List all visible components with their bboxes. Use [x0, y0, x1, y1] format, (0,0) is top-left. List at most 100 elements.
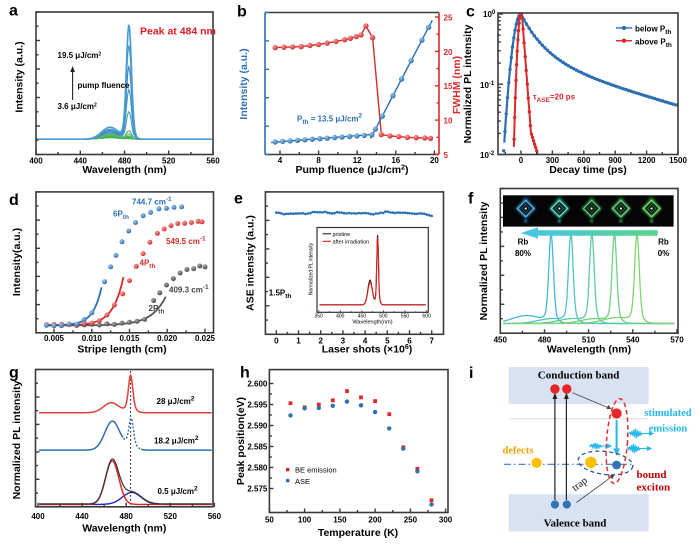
svg-text:i: i: [469, 365, 473, 382]
svg-text:600: 600: [422, 314, 431, 320]
svg-text:h: h: [240, 364, 250, 381]
svg-text:0.015: 0.015: [119, 334, 140, 343]
svg-text:Intensity (a.u.): Intensity (a.u.): [14, 41, 26, 112]
svg-text:28 μJ/cm2: 28 μJ/cm2: [157, 396, 195, 407]
svg-text:1.5Pth: 1.5Pth: [269, 289, 292, 301]
svg-text:6Pth: 6Pth: [113, 210, 129, 222]
svg-text:3.6 μJ/cm2: 3.6 μJ/cm2: [58, 102, 97, 111]
svg-text:480: 480: [538, 335, 552, 344]
svg-text:2: 2: [318, 337, 323, 346]
svg-text:0.020: 0.020: [157, 334, 178, 343]
svg-text:80%: 80%: [515, 249, 531, 258]
svg-text:defects: defects: [503, 446, 534, 457]
svg-text:12: 12: [353, 156, 362, 165]
svg-text:Decay time (ps): Decay time (ps): [549, 164, 627, 176]
svg-text:744.7 cm-1: 744.7 cm-1: [132, 196, 172, 207]
svg-text:a: a: [9, 3, 18, 20]
svg-text:Temperature (K): Temperature (K): [318, 527, 398, 539]
svg-text:7: 7: [429, 337, 434, 346]
svg-text:Wavelength(nm): Wavelength(nm): [352, 320, 392, 326]
svg-text:560: 560: [208, 512, 222, 521]
svg-text:e: e: [234, 191, 243, 208]
svg-text:stimulated: stimulated: [644, 408, 691, 419]
svg-text:550: 550: [401, 314, 410, 320]
svg-text:0.5 μJ/cm2: 0.5 μJ/cm2: [158, 486, 198, 497]
svg-text:900: 900: [609, 156, 623, 165]
svg-text:440: 440: [75, 512, 89, 521]
svg-text:16: 16: [391, 156, 400, 165]
svg-text:520: 520: [162, 157, 176, 166]
svg-text:FWHM (nm): FWHM (nm): [451, 56, 463, 114]
svg-text:560: 560: [206, 157, 220, 166]
svg-text:2.585: 2.585: [247, 442, 268, 451]
svg-text:250: 250: [404, 516, 418, 525]
svg-text:6: 6: [407, 337, 412, 346]
svg-text:f: f: [468, 191, 474, 208]
svg-text:8: 8: [316, 156, 321, 165]
svg-text:below Pth: below Pth: [635, 25, 671, 37]
svg-text:Peak position(eV): Peak position(eV): [235, 397, 247, 485]
svg-text:Rb: Rb: [658, 238, 669, 247]
svg-text:Pump fluence (μJ/cm2): Pump fluence (μJ/cm2): [295, 164, 408, 176]
svg-text:15: 15: [444, 82, 453, 91]
svg-text:5: 5: [385, 337, 390, 346]
svg-text:Intensity (a.u.): Intensity (a.u.): [238, 48, 250, 119]
svg-text:549.5 cm-1: 549.5 cm-1: [166, 236, 206, 247]
svg-text:0.005: 0.005: [44, 334, 65, 343]
svg-text:ASE intensity (a.u.): ASE intensity (a.u.): [245, 215, 257, 311]
svg-text:100: 100: [483, 10, 496, 19]
svg-text:Wavelength (nm): Wavelength (nm): [82, 523, 166, 535]
svg-text:150: 150: [333, 516, 347, 525]
svg-text:200: 200: [368, 516, 382, 525]
svg-text:18.2 μJ/cm2: 18.2 μJ/cm2: [154, 435, 199, 446]
svg-text:Normalized PL intensity: Normalized PL intensity: [11, 380, 23, 499]
svg-text:400: 400: [31, 512, 45, 521]
svg-text:4Pth: 4Pth: [140, 259, 156, 271]
svg-text:2Pth: 2Pth: [149, 304, 165, 316]
svg-text:2.575: 2.575: [247, 484, 268, 493]
svg-text:Laser shots (×106): Laser shots (×106): [322, 343, 413, 355]
svg-text:BE emission: BE emission: [295, 466, 337, 475]
svg-text:2.595: 2.595: [247, 400, 268, 409]
svg-text:600: 600: [577, 156, 591, 165]
svg-text:Stripe length (cm): Stripe length (cm): [77, 344, 166, 356]
svg-text:450: 450: [358, 314, 367, 320]
svg-text:300: 300: [546, 156, 560, 165]
svg-text:Conduction band: Conduction band: [538, 370, 620, 382]
svg-text:19.5 μJ/cm2: 19.5 μJ/cm2: [58, 51, 102, 60]
svg-text:2.580: 2.580: [247, 463, 268, 472]
svg-text:350: 350: [315, 314, 324, 320]
svg-text:Rb: Rb: [518, 238, 529, 247]
svg-text:100: 100: [298, 516, 312, 525]
svg-text:1200: 1200: [638, 156, 656, 165]
svg-text:520: 520: [164, 512, 178, 521]
svg-text:Wavelength (nm): Wavelength (nm): [547, 344, 631, 356]
svg-text:g: g: [9, 365, 19, 382]
svg-text:20: 20: [444, 48, 453, 57]
svg-text:400: 400: [336, 314, 345, 320]
svg-text:ASE: ASE: [295, 477, 310, 486]
svg-text:exciton: exciton: [637, 482, 671, 494]
svg-text:20: 20: [430, 156, 439, 165]
svg-text:τASE=20 ps: τASE=20 ps: [533, 93, 576, 105]
svg-text:300: 300: [439, 516, 453, 525]
svg-text:Peak at 484 nm: Peak at 484 nm: [140, 26, 216, 38]
svg-text:Normalized PL intensity: Normalized PL intensity: [309, 242, 315, 295]
svg-text:540: 540: [626, 335, 640, 344]
svg-text:emission: emission: [649, 424, 688, 435]
svg-text:570: 570: [670, 335, 684, 344]
svg-text:5: 5: [444, 151, 449, 160]
svg-text:above Pth: above Pth: [635, 37, 672, 49]
svg-text:25: 25: [444, 14, 453, 23]
svg-text:Normalized PL intensity: Normalized PL intensity: [478, 201, 490, 320]
svg-text:Pth = 13.5 μJ/cm2: Pth = 13.5 μJ/cm2: [297, 113, 363, 127]
svg-text:Normalized PL intensity: Normalized PL intensity: [462, 24, 474, 143]
svg-text:480: 480: [120, 512, 134, 521]
svg-text:510: 510: [582, 335, 596, 344]
svg-text:4: 4: [363, 337, 368, 346]
svg-text:b: b: [237, 4, 247, 21]
svg-text:2.600: 2.600: [247, 379, 268, 388]
svg-text:0.025: 0.025: [195, 334, 216, 343]
svg-text:0%: 0%: [658, 249, 670, 258]
svg-text:4: 4: [278, 156, 283, 165]
